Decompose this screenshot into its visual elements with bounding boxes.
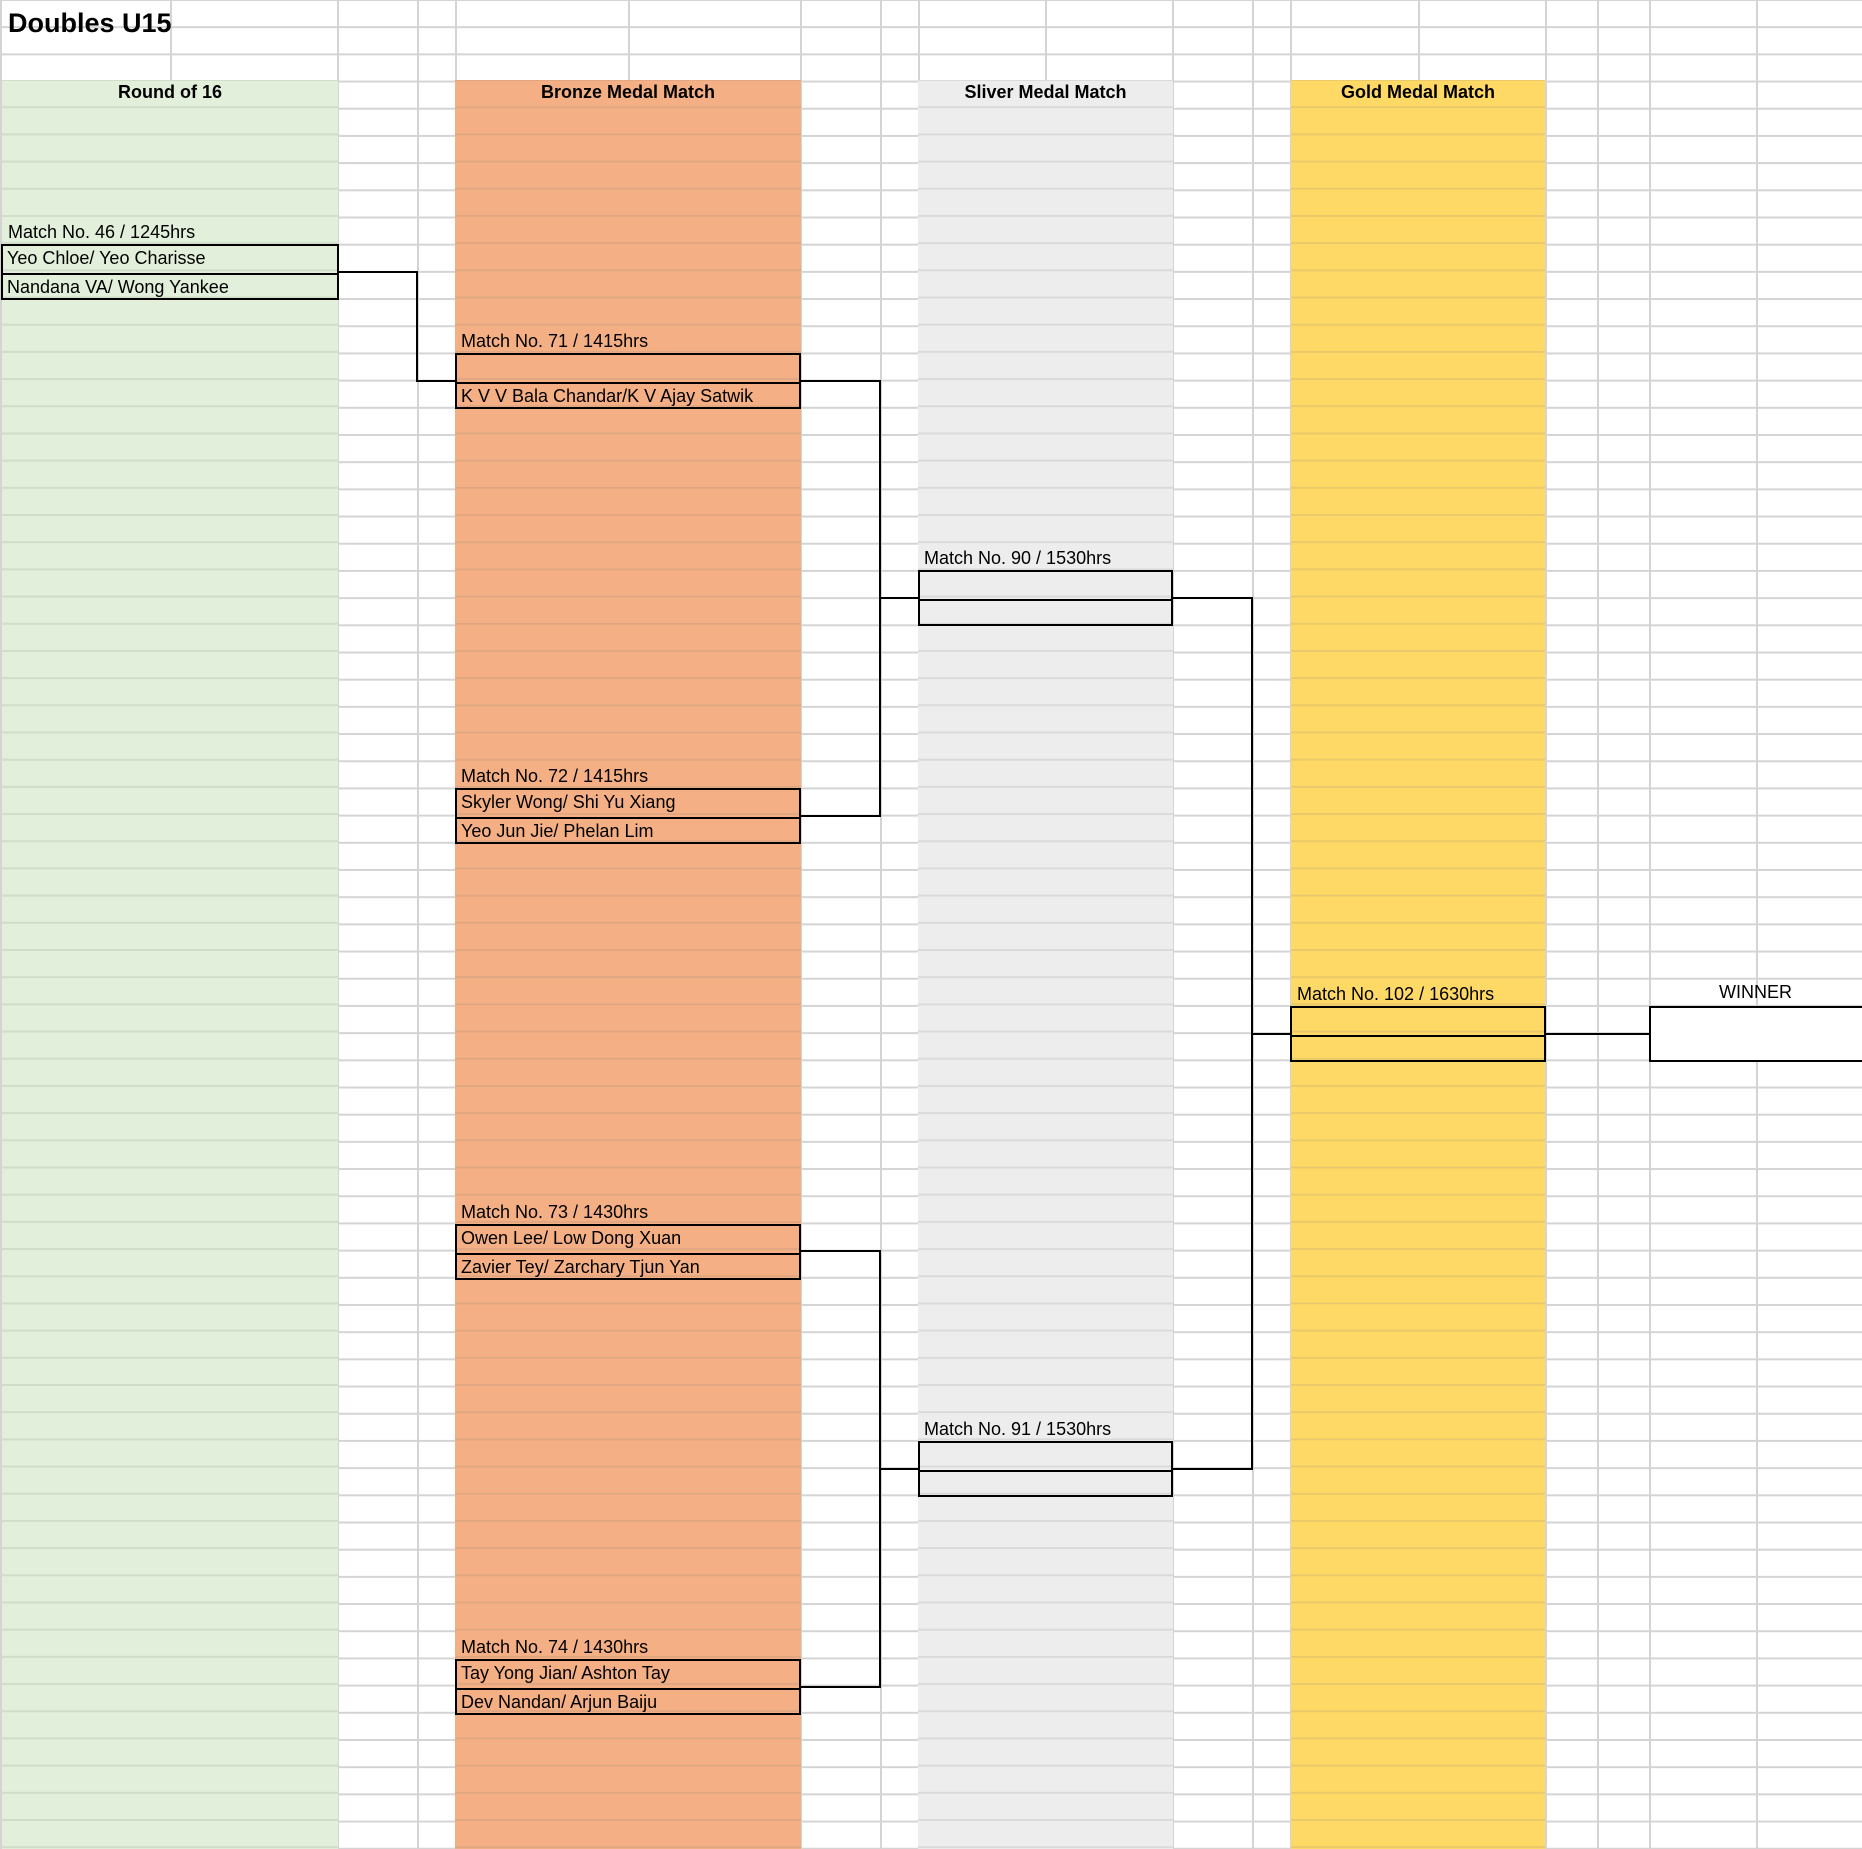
match-102-box [1290,1006,1546,1062]
match-74-team-2[interactable]: Dev Nandan/ Arjun Baiju [457,1688,799,1715]
gridline [880,0,882,1849]
bronze-medal-column [455,80,801,1849]
winner-label: WINNER [1719,982,1792,1002]
bronze-medal-header[interactable]: Bronze Medal Match [540,82,716,102]
match-91-team-1[interactable] [920,1443,1171,1470]
silver-medal-header[interactable]: Sliver Medal Match [964,82,1127,102]
match-102-label: Match No. 102 / 1630hrs [1297,984,1495,1004]
gridline [800,0,802,1849]
gridline [1545,0,1547,1849]
gridline [417,0,419,1849]
match-90-team-1[interactable] [920,572,1171,599]
connector-m71-m90 [800,380,918,599]
match-90-box [918,570,1173,626]
match-73-label: Match No. 73 / 1430hrs [461,1202,649,1222]
gold-medal-column [1291,80,1545,1849]
match-73-team-1[interactable]: Owen Lee/ Low Dong Xuan [461,1228,682,1248]
match-72-team-1[interactable]: Skyler Wong/ Shi Yu Xiang [461,792,676,812]
winner-value[interactable] [1651,1008,1862,1060]
match-71-box: K V V Bala Chandar/K V Ajay Satwik [455,353,801,409]
gridline [1756,0,1758,1849]
match-102-team-1[interactable] [1292,1008,1544,1035]
gridline [1172,0,1174,1849]
match-46-box: Yeo Chloe/ Yeo Charisse Nandana VA/ Wong… [1,244,339,300]
match-71-team-2[interactable]: K V V Bala Chandar/K V Ajay Satwik [457,382,799,409]
match-71-team-1[interactable] [457,355,799,382]
gridline [1597,0,1599,1849]
match-72-box: Skyler Wong/ Shi Yu Xiang Yeo Jun Jie/ P… [455,788,801,844]
connector-m73-m91 [800,1250,918,1470]
match-91-team-2[interactable] [920,1470,1171,1497]
sheet-title[interactable]: Doubles U15 [8,8,172,38]
match-74-box: Tay Yong Jian/ Ashton Tay Dev Nandan/ Ar… [455,1659,801,1715]
round-of-16-header[interactable]: Round of 16 [118,82,222,102]
connector-m74-m91 [800,1469,881,1688]
match-90-team-2[interactable] [920,599,1171,626]
match-74-team-1[interactable]: Tay Yong Jian/ Ashton Tay [461,1663,670,1683]
gridline [337,0,339,1849]
match-91-box [918,1441,1173,1497]
connector-m46-m71 [338,271,455,382]
match-73-team-2[interactable]: Zavier Tey/ Zarchary Tjun Yan [457,1253,799,1280]
gold-medal-header[interactable]: Gold Medal Match [1340,82,1495,102]
winner-box[interactable] [1649,1006,1862,1062]
silver-medal-column [918,80,1173,1849]
match-73-box: Owen Lee/ Low Dong Xuan Zavier Tey/ Zarc… [455,1224,801,1280]
match-46-team-1[interactable]: Yeo Chloe/ Yeo Charisse [7,248,206,268]
match-72-label: Match No. 72 / 1415hrs [461,766,649,786]
gridline [1649,0,1651,1849]
match-46-team-2[interactable]: Nandana VA/ Wong Yankee [3,273,337,300]
match-102-team-2[interactable] [1292,1035,1544,1062]
match-71-label: Match No. 71 / 1415hrs [461,331,649,351]
connector-m91-m102 [1172,1034,1253,1470]
match-46-label: Match No. 46 / 1245hrs [8,222,196,242]
connector-m90-m102 [1172,597,1290,1035]
match-91-label: Match No. 91 / 1530hrs [924,1419,1112,1439]
round-of-16-column [2,80,338,1849]
match-72-team-2[interactable]: Yeo Jun Jie/ Phelan Lim [457,817,799,844]
connector-m72-m90 [800,598,881,817]
match-74-label: Match No. 74 / 1430hrs [461,1637,649,1657]
match-90-label: Match No. 90 / 1530hrs [924,548,1112,568]
